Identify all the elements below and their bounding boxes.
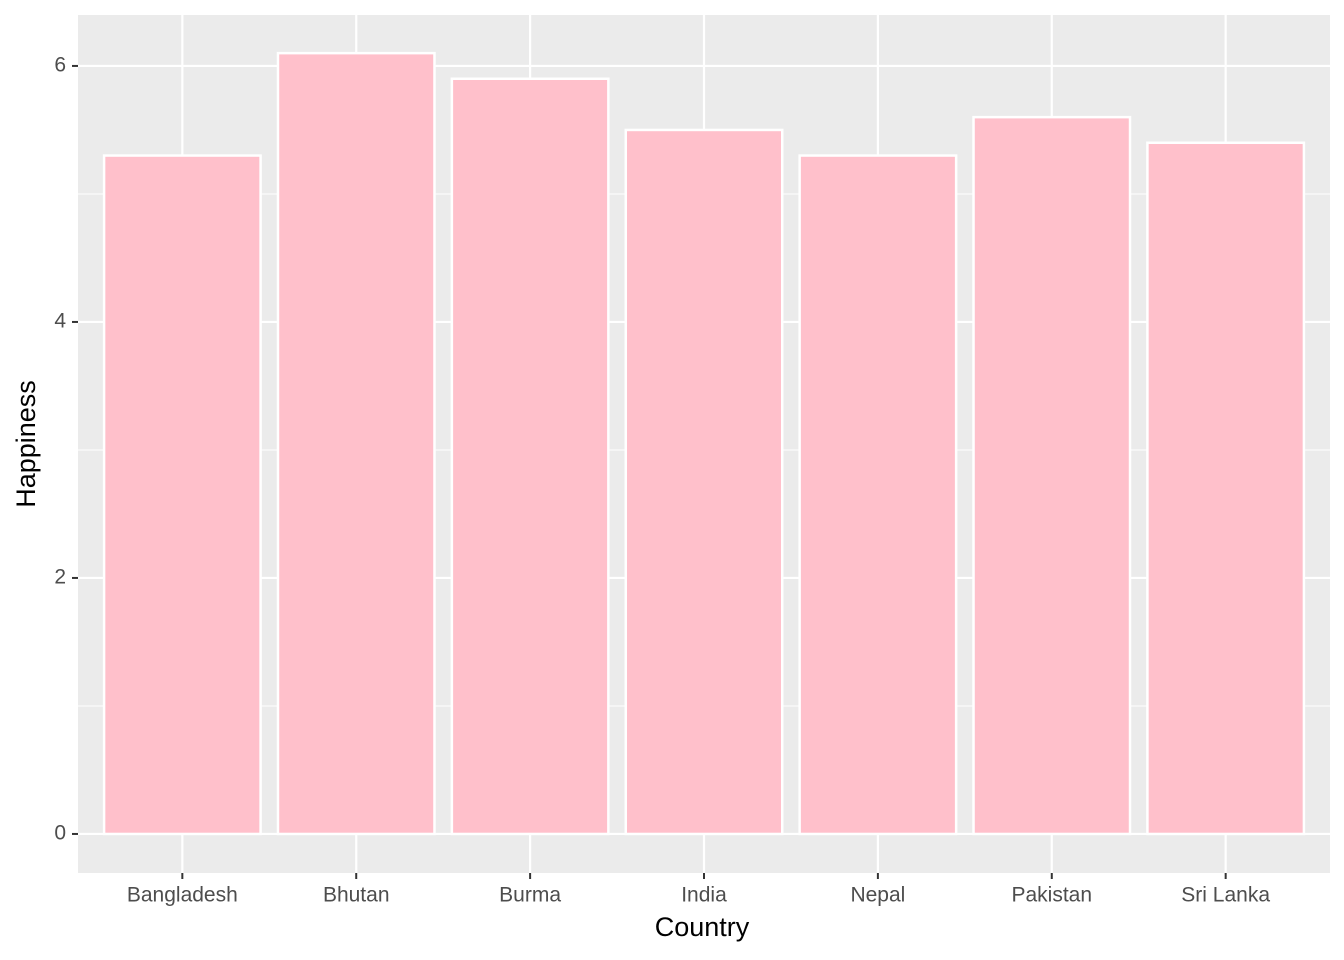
bar bbox=[1146, 141, 1306, 836]
y-tick-label: 2 bbox=[54, 566, 66, 589]
y-tick-label: 6 bbox=[54, 53, 66, 76]
x-axis-title: Country bbox=[655, 912, 750, 942]
x-tick-label: India bbox=[681, 884, 727, 907]
y-tick-label: 4 bbox=[54, 309, 66, 332]
bar bbox=[276, 51, 436, 836]
bar bbox=[102, 154, 262, 836]
bar bbox=[450, 77, 610, 836]
y-tick-label: 0 bbox=[54, 822, 66, 845]
bar bbox=[624, 128, 784, 836]
bar bbox=[798, 154, 958, 836]
x-tick-label: Pakistan bbox=[1012, 884, 1093, 907]
x-tick-label: Nepal bbox=[850, 884, 905, 907]
x-tick-label: Bhutan bbox=[323, 884, 390, 907]
bar bbox=[972, 115, 1132, 836]
y-axis-title: Happiness bbox=[11, 380, 41, 508]
x-tick-label: Sri Lanka bbox=[1181, 884, 1270, 907]
x-tick-label: Burma bbox=[499, 884, 561, 907]
x-tick-label: Bangladesh bbox=[127, 884, 238, 907]
